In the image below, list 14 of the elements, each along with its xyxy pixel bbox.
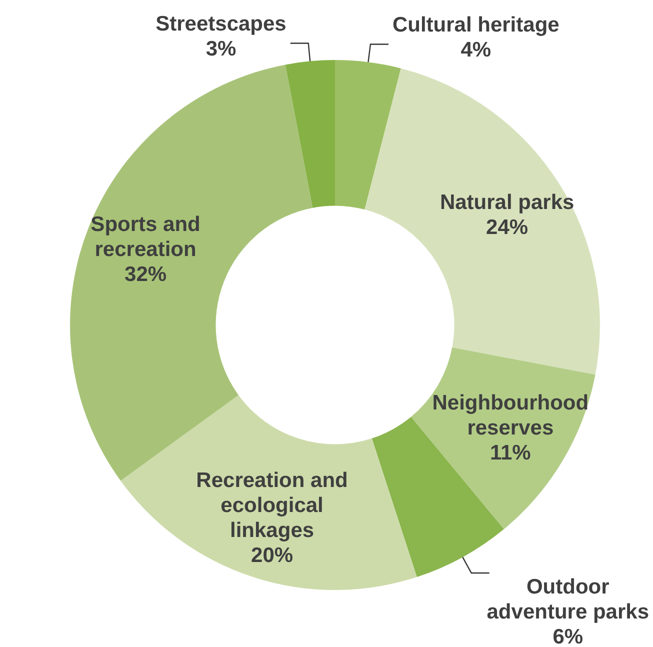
slice-label: Recreation and ecological linkages <box>196 469 348 542</box>
data-label: 4% <box>460 38 492 62</box>
slice-label: Sports and recreation <box>90 212 200 261</box>
slice-label: Streetscapes <box>156 12 286 36</box>
data-label: 24% <box>486 216 528 240</box>
data-label: 11% <box>490 442 532 465</box>
data-label: 20% <box>251 544 294 568</box>
slice-label: Neighbourhood reserves <box>432 392 589 440</box>
data-label: 3% <box>206 38 236 61</box>
slice-label: Outdoor adventure parks <box>486 575 650 624</box>
data-label: 6% <box>552 625 584 647</box>
slice-label: Cultural heritage <box>392 14 560 37</box>
slice-label: Natural parks <box>440 191 574 214</box>
data-label: 32% <box>124 262 167 286</box>
